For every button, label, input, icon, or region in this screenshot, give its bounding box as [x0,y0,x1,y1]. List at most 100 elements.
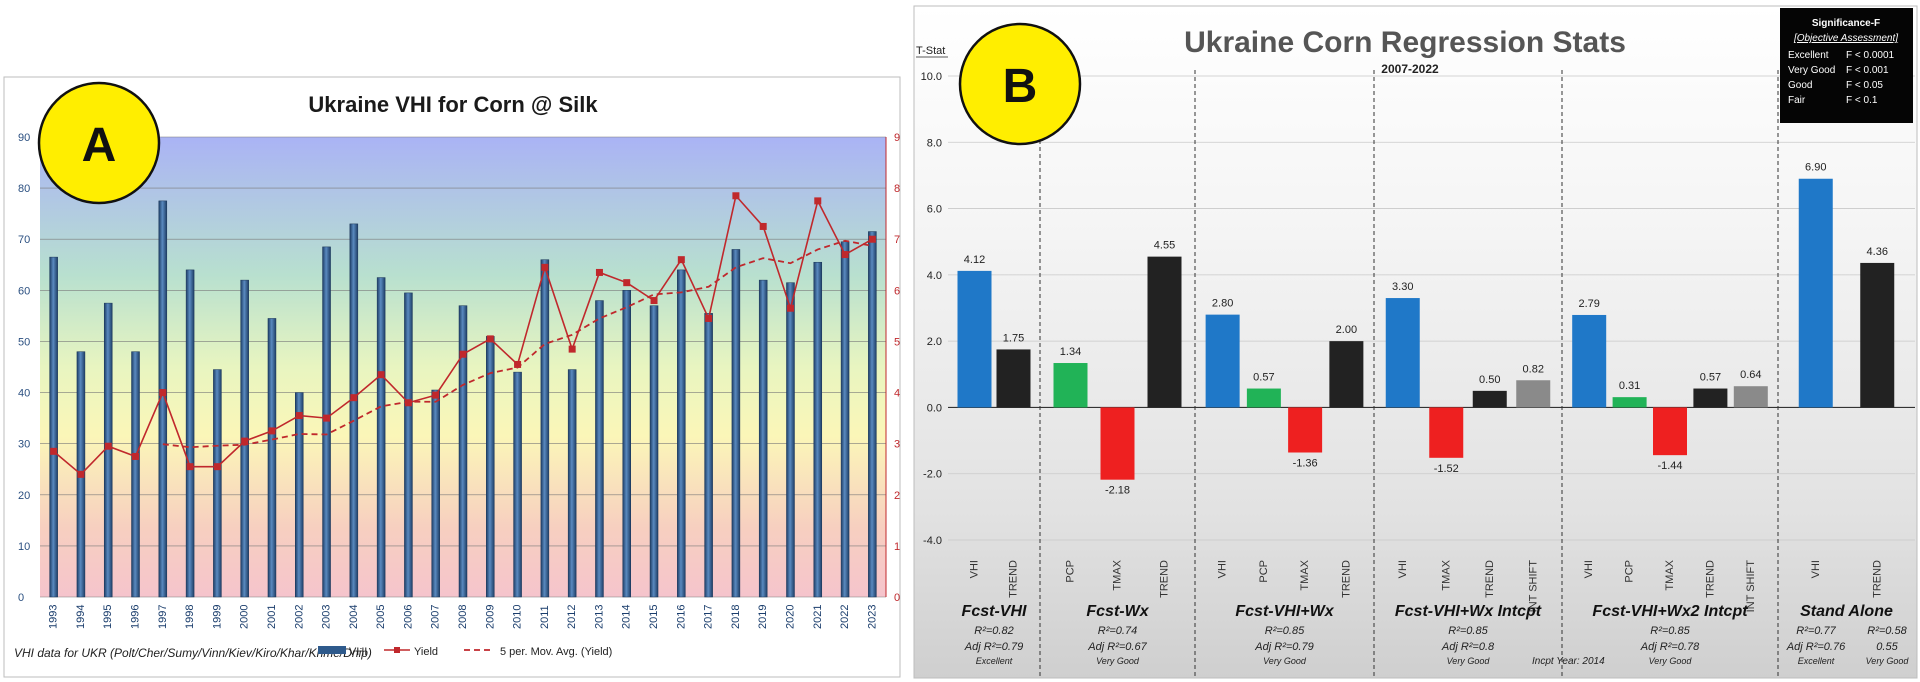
vhi-bar [295,392,304,598]
panel-b-y-tick-label: 0.0 [927,402,942,414]
year-label: 2022 [839,605,851,629]
group-adj-r2: Adj R²=0.76 [1786,641,1846,653]
group-adj-r2: Adj R²=0.8 [1441,641,1495,653]
regression-bar [1205,314,1240,408]
year-label: 2017 [703,605,715,629]
yield-marker [186,463,194,471]
panel-b-y-tick-label: 2.0 [927,336,942,348]
regression-bar [1246,388,1281,408]
panel-a-left-tick-label: 20 [18,490,30,502]
regression-bar [996,349,1031,408]
regression-bar-category: TREND [1871,560,1883,598]
vhi-bar [868,231,877,598]
yield-marker [350,394,358,402]
regression-bar [1612,397,1647,408]
vhi-bar [349,223,359,598]
regression-bar-value: 0.82 [1523,363,1544,375]
legend-yield-label: Yield [414,646,438,658]
regression-bar [1733,386,1768,408]
panel-a-right-axis-ticks: 0 1 2 3 4 5 6 7 8 9 [894,132,900,604]
panel-a-badge: A [37,81,161,205]
significance-row-value: F < 0.001 [1846,65,1889,76]
panel-a-right-tick-label: 1 [894,541,900,553]
panel-a-right-tick-label: 0 [894,592,900,604]
panel-b-title: Ukraine Corn Regression Stats [1184,26,1626,59]
panel-a-right-tick-label: 4 [894,388,900,400]
panel-a-right-tick-label: 5 [894,336,900,348]
group-rating: Excellent [1798,656,1835,666]
group-name: Stand Alone [1800,603,1893,620]
regression-bar-value: 4.12 [964,254,985,266]
vhi-bar [786,282,795,598]
significance-row-value: F < 0.05 [1846,80,1883,91]
year-label: 2016 [675,605,687,629]
regression-bar [1053,363,1088,408]
group-rating: Very Good [1263,656,1307,666]
regression-bar-category: VHI [1397,560,1409,578]
year-label: 2020 [784,605,796,629]
panel-a-badge-letter: A [82,119,117,172]
panel-a-left-tick-label: 80 [18,183,30,195]
regression-bar [957,270,992,408]
group-name: Fcst-VHI+Wx Intcpt [1395,603,1542,620]
vhi-bar [595,300,604,598]
vhi-bar [376,277,386,598]
year-label: 2011 [539,605,551,629]
group-adj-r2: Adj R²=0.67 [1087,641,1147,653]
yield-marker [132,452,140,460]
vhi-bar [649,305,659,598]
regression-bar [1472,390,1507,408]
yield-marker [786,304,794,312]
regression-bar-category: TMAX [1112,559,1124,590]
yield-marker [759,222,767,230]
panel-b-badge-circle [958,22,1082,146]
panel-a-vhi-bars [49,200,877,598]
panel-a-right-tick-label: 9 [894,132,900,144]
regression-bar-value: 0.31 [1619,380,1640,392]
legend-yield-marker [394,647,400,653]
yield-marker [77,470,85,478]
significance-box-subtitle: [Objective Assessment] [1793,33,1898,44]
regression-bar [1798,178,1833,408]
regression-bar-category: PCP [1624,560,1636,583]
regression-bar-category: VHI [1810,560,1822,578]
regression-bar-category: TMAX [1440,559,1452,590]
vhi-bar [158,200,168,598]
yield-marker [623,279,631,287]
regression-bar [1860,262,1895,408]
regression-bar-value: 4.55 [1154,240,1175,252]
panel-b-group-footers: Fcst-VHI R²=0.82 Adj R²=0.79 Excellent Fcst-… [962,603,1910,666]
vhi-bar [622,290,631,598]
year-label: 2008 [457,605,469,629]
year-label: 1995 [102,605,114,629]
group-rating-secondary: Very Good [1866,656,1910,666]
year-label: 2001 [266,605,278,629]
regression-bar-value: 1.75 [1003,332,1024,344]
significance-box: Significance-F [Objective Assessment] Ex… [1780,8,1913,123]
group-adj-r2: Adj R²=0.79 [964,641,1023,653]
panel-b-incpt-note: Incpt Year: 2014 [1532,656,1605,667]
yield-marker [159,389,167,397]
significance-row-label: Very Good [1788,65,1835,76]
yield-marker [568,345,576,353]
legend-vhi-label: VHI [349,646,367,658]
regression-bar-value: 6.90 [1805,162,1826,174]
group-r2: R²=0.85 [1650,625,1690,637]
year-label: 1993 [48,605,60,629]
panel-b-bars: 4.12 VHI 1.75 TREND 1.34 PCP -2.18 TMAX 4.55 TREN… [957,162,1895,613]
significance-box-bg [1780,8,1913,123]
regression-bar-category: INT SHIFT [1745,560,1757,613]
regression-bar [1329,341,1364,408]
yield-marker [323,414,331,422]
panel-a-left-tick-label: 70 [18,234,30,246]
panel-a-left-tick-label: 10 [18,541,30,553]
year-label: 1996 [130,605,142,629]
vhi-bar [49,256,58,598]
regression-bar-value: 3.30 [1392,281,1413,293]
group-r2-secondary: R²=0.58 [1867,625,1907,637]
vhi-bar [731,249,741,598]
year-label: 2013 [593,605,605,629]
yield-marker [650,297,658,305]
yield-marker [514,360,522,368]
panel-b-y-tick-label: -2.0 [923,469,942,481]
